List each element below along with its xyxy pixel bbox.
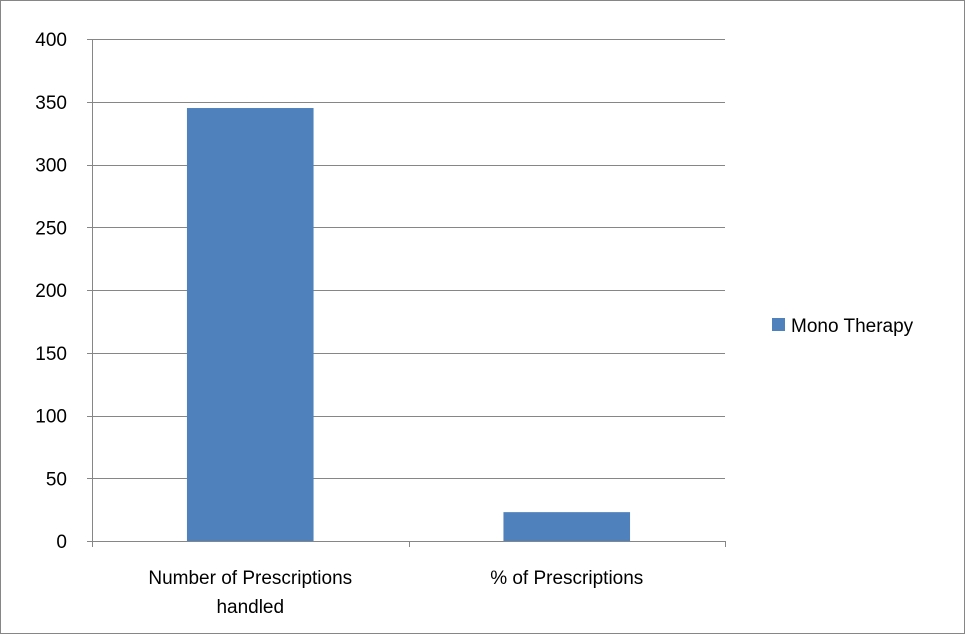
y-tick-label-200: 200 [35,281,67,302]
x-tick-label-1: % of Prescriptions [490,568,643,589]
y-tick-label-0: 0 [56,532,67,553]
legend: Mono Therapy [772,316,914,337]
y-tick-label-50: 50 [46,469,67,490]
legend-label-mono-therapy: Mono Therapy [791,316,914,337]
y-tick-label-300: 300 [35,156,67,177]
bar-0 [186,108,314,542]
y-tick-label-400: 400 [35,30,67,51]
y-axis-tick-labels: 0 50 100 150 200 250 300 350 400 [35,30,67,553]
y-tick-label-100: 100 [35,407,67,428]
y-tick-label-350: 350 [35,93,67,114]
y-tick-label-150: 150 [35,344,67,365]
x-axis-tick-labels: Number of Prescriptions handled % of Presc… [148,568,643,618]
bars [186,108,631,542]
bar-1 [503,512,631,541]
x-tick-label-0: Number of Prescriptions handled [148,568,352,618]
axes [87,39,726,547]
legend-swatch-mono-therapy [772,318,785,331]
y-tick-label-250: 250 [35,218,67,239]
